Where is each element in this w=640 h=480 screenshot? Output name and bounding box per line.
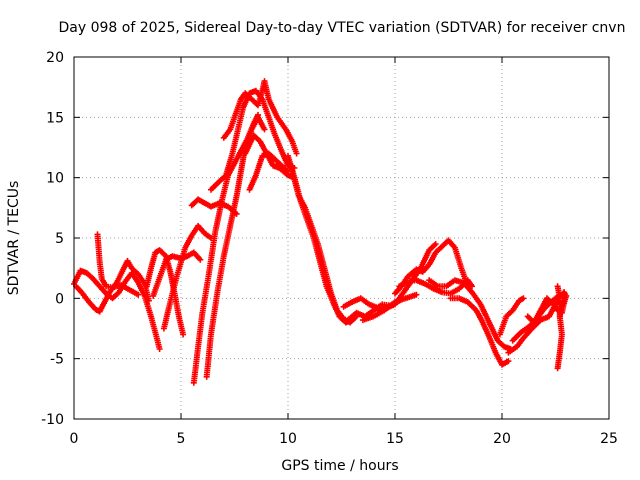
data-point-markers xyxy=(203,114,268,380)
x-tick-label: 10 xyxy=(279,431,297,447)
series-track xyxy=(447,295,512,368)
data-point-markers xyxy=(426,277,514,352)
series-track xyxy=(94,231,142,298)
plot-area xyxy=(71,78,570,386)
x-tick-label: 20 xyxy=(493,431,511,447)
series-track xyxy=(396,277,475,297)
data-point-markers xyxy=(447,295,512,368)
x-axis-ticks: 0 5 10 15 20 25 xyxy=(70,57,618,447)
y-tick-label: 10 xyxy=(46,171,64,187)
x-tick-label: 0 xyxy=(70,431,79,447)
y-axis-ticks: -10 -5 0 5 10 15 20 xyxy=(41,50,609,428)
data-point-markers xyxy=(208,87,298,193)
series-track xyxy=(188,196,240,217)
series-track xyxy=(496,295,527,338)
x-tick-label: 5 xyxy=(177,431,186,447)
series-track xyxy=(524,295,561,326)
y-axis-label: SDTVAR / TECUs xyxy=(6,181,22,296)
x-tick-label: 25 xyxy=(600,431,618,447)
data-point-markers xyxy=(242,132,298,181)
y-tick-label: 15 xyxy=(46,110,64,126)
data-point-markers xyxy=(496,295,527,338)
data-point-markers xyxy=(246,150,291,193)
x-tick-label: 15 xyxy=(386,431,404,447)
y-tick-label: 0 xyxy=(55,291,64,307)
data-point-markers xyxy=(524,295,561,326)
data-point-markers xyxy=(289,168,360,326)
series-track xyxy=(426,277,514,352)
series-track xyxy=(220,78,300,157)
y-tick-label: -10 xyxy=(41,412,64,428)
data-point-markers xyxy=(556,289,570,320)
series-track xyxy=(289,168,360,326)
series-track xyxy=(242,132,298,181)
series-track xyxy=(203,114,268,380)
series-track xyxy=(208,87,298,193)
chart-title: Day 098 of 2025, Sidereal Day-to-day VTE… xyxy=(59,20,626,36)
y-tick-label: 5 xyxy=(55,231,64,247)
series-track xyxy=(246,150,291,193)
data-point-markers xyxy=(220,78,300,157)
data-point-markers xyxy=(396,277,475,297)
y-tick-label: -5 xyxy=(50,352,64,368)
y-tick-label: 20 xyxy=(46,50,64,66)
data-point-markers xyxy=(188,196,240,217)
series-track xyxy=(556,289,570,320)
x-axis-label: GPS time / hours xyxy=(281,458,398,474)
data-point-markers xyxy=(160,222,214,332)
data-point-markers xyxy=(94,231,142,298)
series-track xyxy=(160,222,214,332)
gridlines xyxy=(74,57,609,419)
